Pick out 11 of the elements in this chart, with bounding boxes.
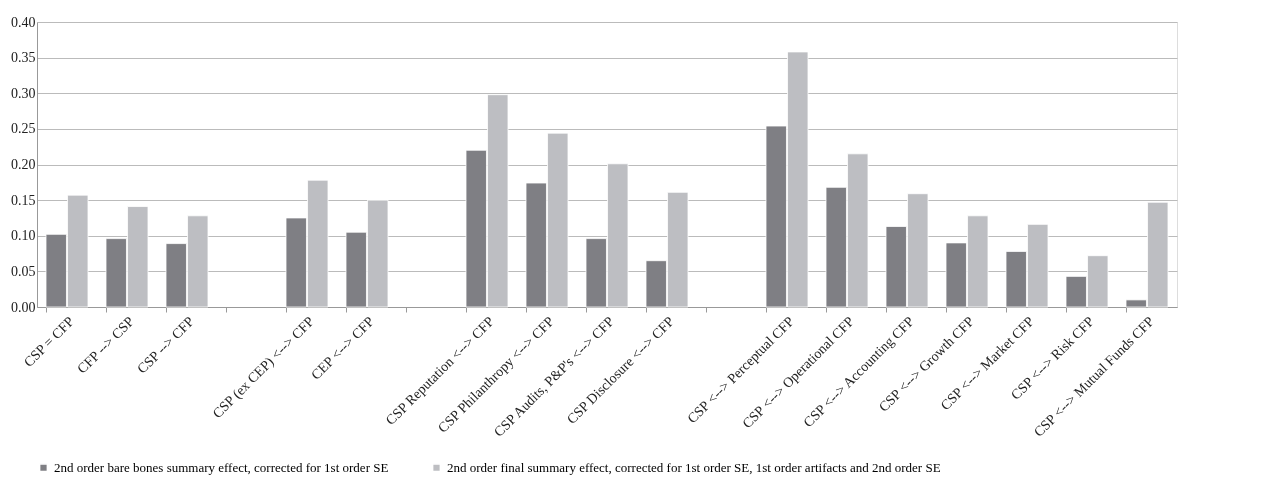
y-tick-label: 0.05 [11,263,36,279]
y-tick-label: 0.00 [11,299,36,315]
y-tick-label: 0.30 [11,85,36,101]
y-tick-label: 0.35 [11,50,36,66]
y-tick-label: 0.25 [11,121,36,137]
y-tick-label: 0.15 [11,192,36,208]
y-tick-label: 0.20 [11,157,36,172]
legend-label: 2nd order final summary effect, corrected for 1st order SE, 1st order artifacts and 2nd order SE [447,459,941,475]
y-tick-label: 0.10 [11,228,36,244]
y-tick-label: 0.40 [11,14,36,30]
legend-label: 2nd order bare bones summary effect, corrected for 1st order SE [54,459,389,475]
